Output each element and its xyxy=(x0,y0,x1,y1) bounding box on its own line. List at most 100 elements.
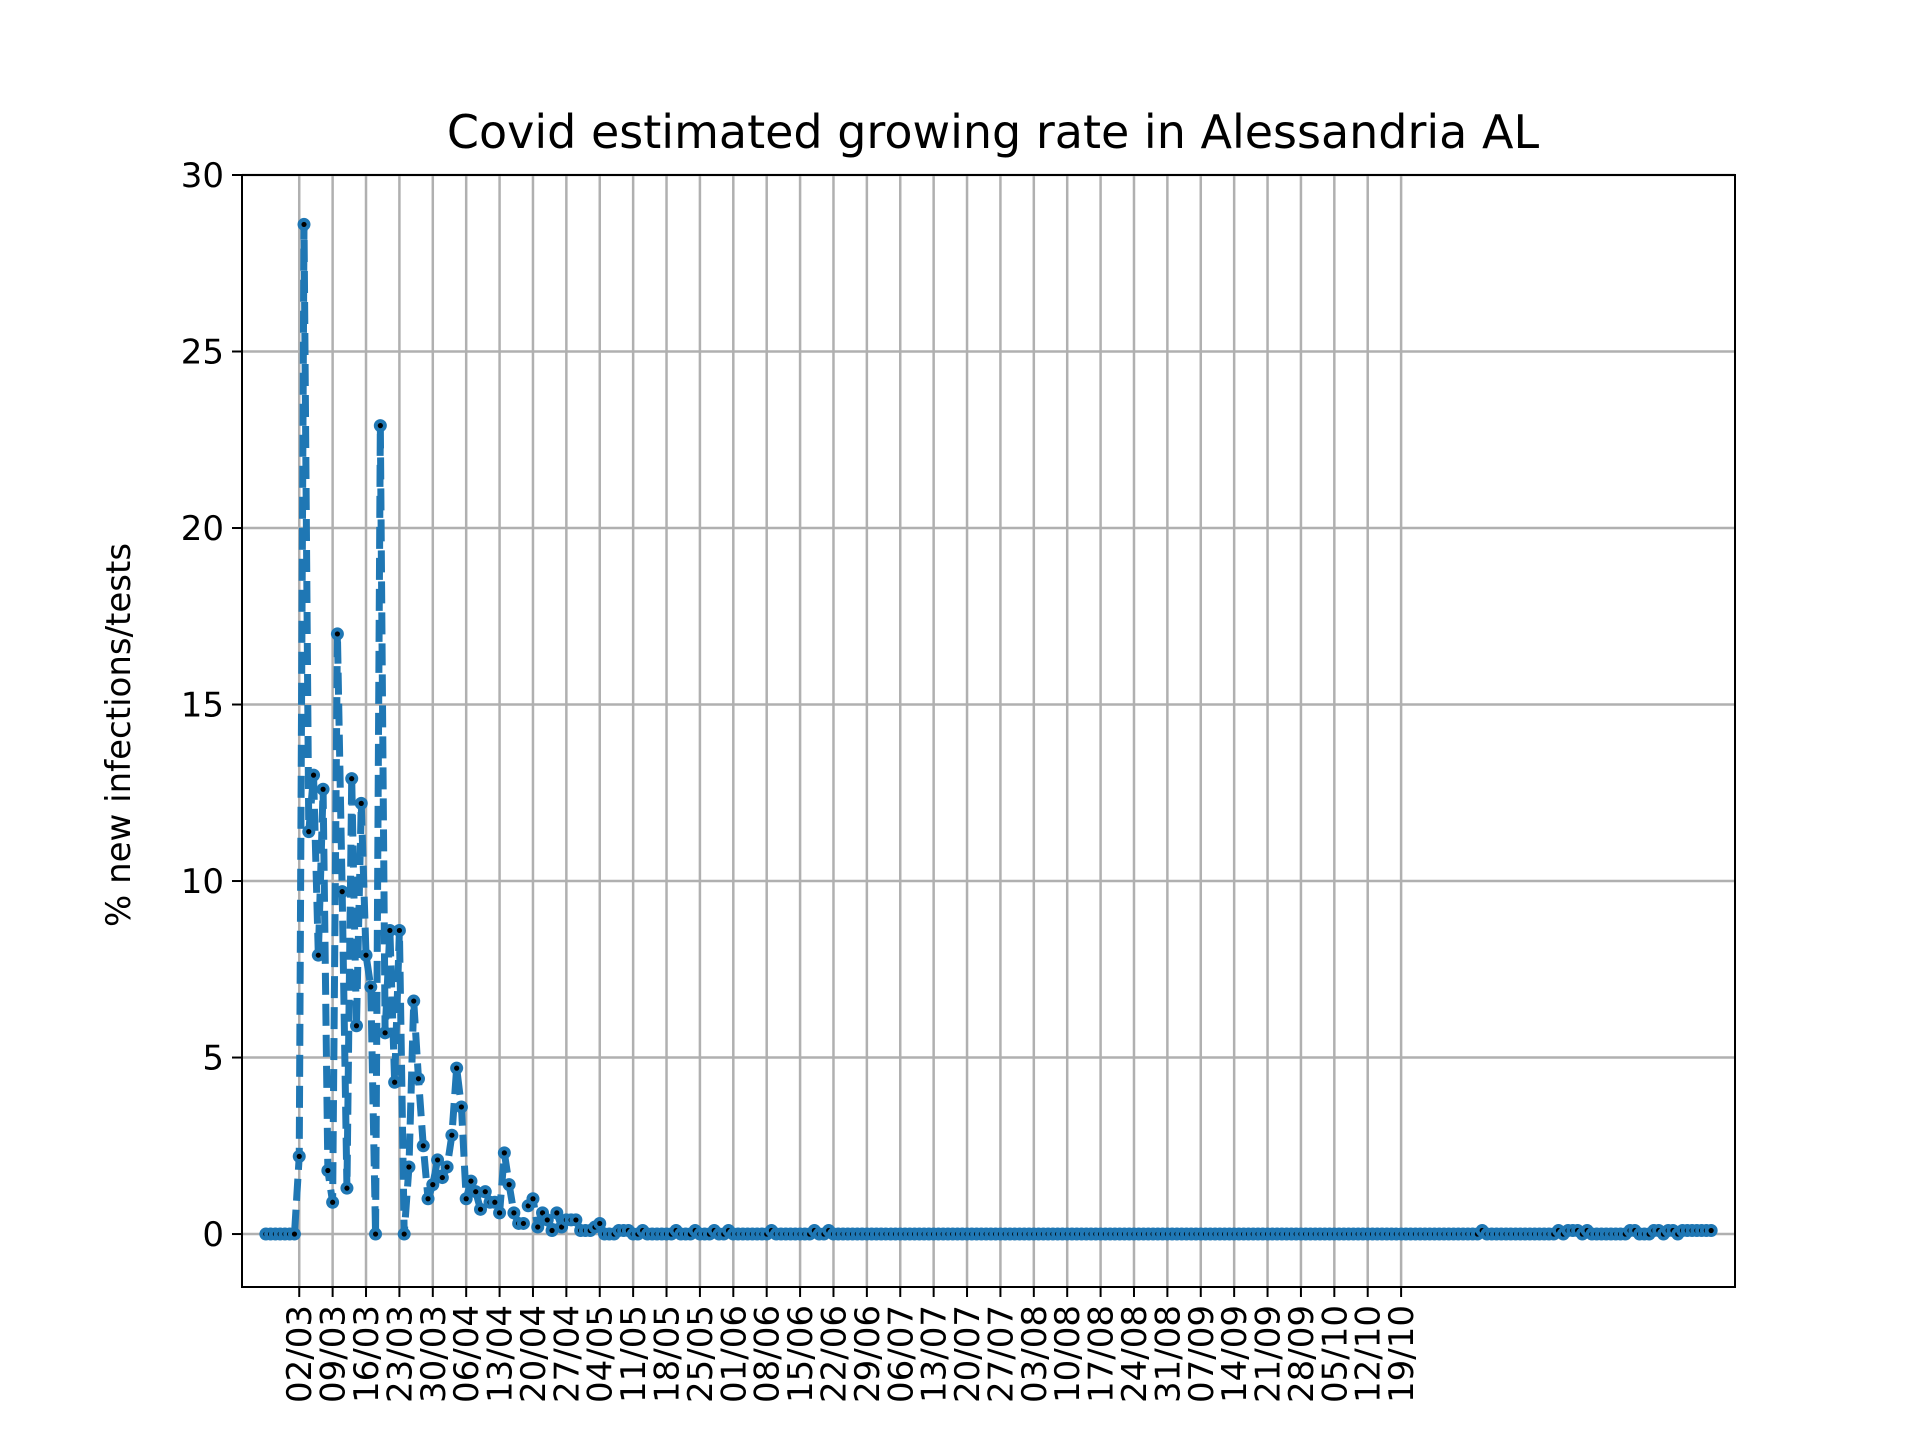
data-point-center xyxy=(468,1178,474,1184)
x-tick-label: 23/03 xyxy=(380,1305,420,1403)
data-point-center xyxy=(597,1220,603,1227)
data-point-center xyxy=(425,1196,431,1202)
x-tick-label: 02/03 xyxy=(280,1305,320,1403)
x-tick-label: 20/04 xyxy=(514,1305,554,1403)
tick-labels: 02/0309/0316/0323/0330/0306/0413/0420/04… xyxy=(181,156,1422,1403)
data-point-center xyxy=(482,1189,488,1195)
chart-title: Covid estimated growing rate in Alessand… xyxy=(447,105,1540,159)
x-tick-label: 20/07 xyxy=(948,1305,988,1403)
x-tick-label: 21/09 xyxy=(1249,1305,1289,1403)
series-line xyxy=(265,220,1712,1238)
x-tick-label: 09/03 xyxy=(314,1305,354,1403)
x-tick-label: 27/07 xyxy=(981,1305,1021,1403)
x-tick-label: 04/05 xyxy=(581,1305,621,1403)
x-tick-label: 05/10 xyxy=(1315,1305,1355,1403)
data-point-center xyxy=(382,1030,388,1036)
data-point-center xyxy=(520,1220,527,1227)
data-point-center xyxy=(454,1065,460,1071)
data-point-center xyxy=(449,1132,455,1138)
data-point-center xyxy=(396,927,403,934)
series-group xyxy=(259,217,1718,1241)
x-tick-label: 11/05 xyxy=(614,1305,654,1403)
data-point-center xyxy=(420,1143,426,1149)
x-tick-label: 30/03 xyxy=(414,1305,454,1403)
x-tick-label: 15/06 xyxy=(781,1305,821,1403)
data-point-center xyxy=(511,1210,517,1216)
y-tick-label: 30 xyxy=(181,156,224,196)
data-point-center xyxy=(544,1217,550,1223)
x-tick-label: 16/03 xyxy=(347,1305,387,1403)
data-point-center xyxy=(463,1196,469,1202)
data-point-center xyxy=(344,1185,350,1191)
data-point-center xyxy=(549,1227,555,1234)
data-point-center xyxy=(430,1182,436,1188)
y-tick-label: 15 xyxy=(181,686,224,726)
data-point-center xyxy=(525,1203,531,1209)
data-point-center xyxy=(406,1164,412,1170)
data-point-center xyxy=(377,423,383,429)
data-point-center xyxy=(306,829,312,835)
data-point-center xyxy=(296,1153,302,1159)
y-tick-label: 5 xyxy=(202,1039,224,1079)
x-tick-label: 06/04 xyxy=(447,1305,487,1403)
data-point-center xyxy=(363,952,369,958)
data-point-center xyxy=(315,952,321,958)
data-point-center xyxy=(434,1157,441,1163)
y-tick-label: 20 xyxy=(181,509,224,549)
data-point-center xyxy=(411,998,417,1004)
x-tick-label: 18/05 xyxy=(648,1305,688,1403)
data-point-center xyxy=(372,1231,379,1237)
data-point-center xyxy=(310,772,317,778)
x-tick-label: 22/06 xyxy=(814,1305,854,1403)
x-tick-label: 03/08 xyxy=(1015,1305,1055,1403)
data-point-center xyxy=(477,1206,484,1212)
data-point-center xyxy=(558,1224,565,1230)
data-point-center xyxy=(325,1167,331,1174)
data-point-center xyxy=(458,1104,465,1110)
data-point-center xyxy=(554,1210,560,1216)
data-point-center xyxy=(501,1150,507,1156)
x-tick-label: 27/04 xyxy=(547,1305,587,1403)
data-point-center xyxy=(368,984,374,990)
x-tick-label: 17/08 xyxy=(1082,1305,1122,1403)
x-tick-label: 24/08 xyxy=(1115,1305,1155,1403)
data-point-center xyxy=(401,1231,407,1237)
x-tick-label: 06/07 xyxy=(881,1305,921,1403)
y-tick-label: 0 xyxy=(202,1215,224,1255)
axes xyxy=(232,174,1736,1297)
grid xyxy=(242,173,1735,1287)
data-point-center xyxy=(492,1199,498,1205)
data-point-center xyxy=(415,1076,422,1082)
data-point-center xyxy=(444,1164,450,1170)
x-tick-label: 13/07 xyxy=(915,1305,955,1403)
x-tick-label: 07/09 xyxy=(1182,1305,1222,1403)
data-point-center xyxy=(320,786,326,792)
data-point-center xyxy=(334,631,340,637)
x-tick-label: 13/04 xyxy=(481,1305,521,1403)
x-tick-label: 10/08 xyxy=(1048,1305,1088,1403)
data-point-center xyxy=(573,1217,579,1223)
x-tick-label: 31/08 xyxy=(1148,1305,1188,1403)
data-point-center xyxy=(506,1182,512,1188)
data-point-center xyxy=(339,889,345,895)
data-point-center xyxy=(392,1079,398,1085)
x-tick-label: 14/09 xyxy=(1215,1305,1255,1403)
data-point-center xyxy=(291,1231,298,1237)
y-tick-label: 10 xyxy=(181,862,224,902)
data-point-center xyxy=(539,1210,546,1216)
data-point-center xyxy=(439,1174,445,1181)
x-tick-label: 01/06 xyxy=(714,1305,754,1403)
data-point-center xyxy=(387,927,393,934)
data-point-center xyxy=(358,800,364,806)
data-point-center xyxy=(353,1023,360,1029)
data-point-center xyxy=(349,776,355,782)
data-point-center xyxy=(473,1189,479,1195)
data-point-center xyxy=(530,1196,536,1202)
plot-frame xyxy=(241,174,1736,1288)
data-point-center xyxy=(301,221,307,228)
x-tick-label: 08/06 xyxy=(748,1305,788,1403)
y-axis-label: % new infections/tests xyxy=(99,543,139,927)
data-point-center xyxy=(535,1224,541,1230)
